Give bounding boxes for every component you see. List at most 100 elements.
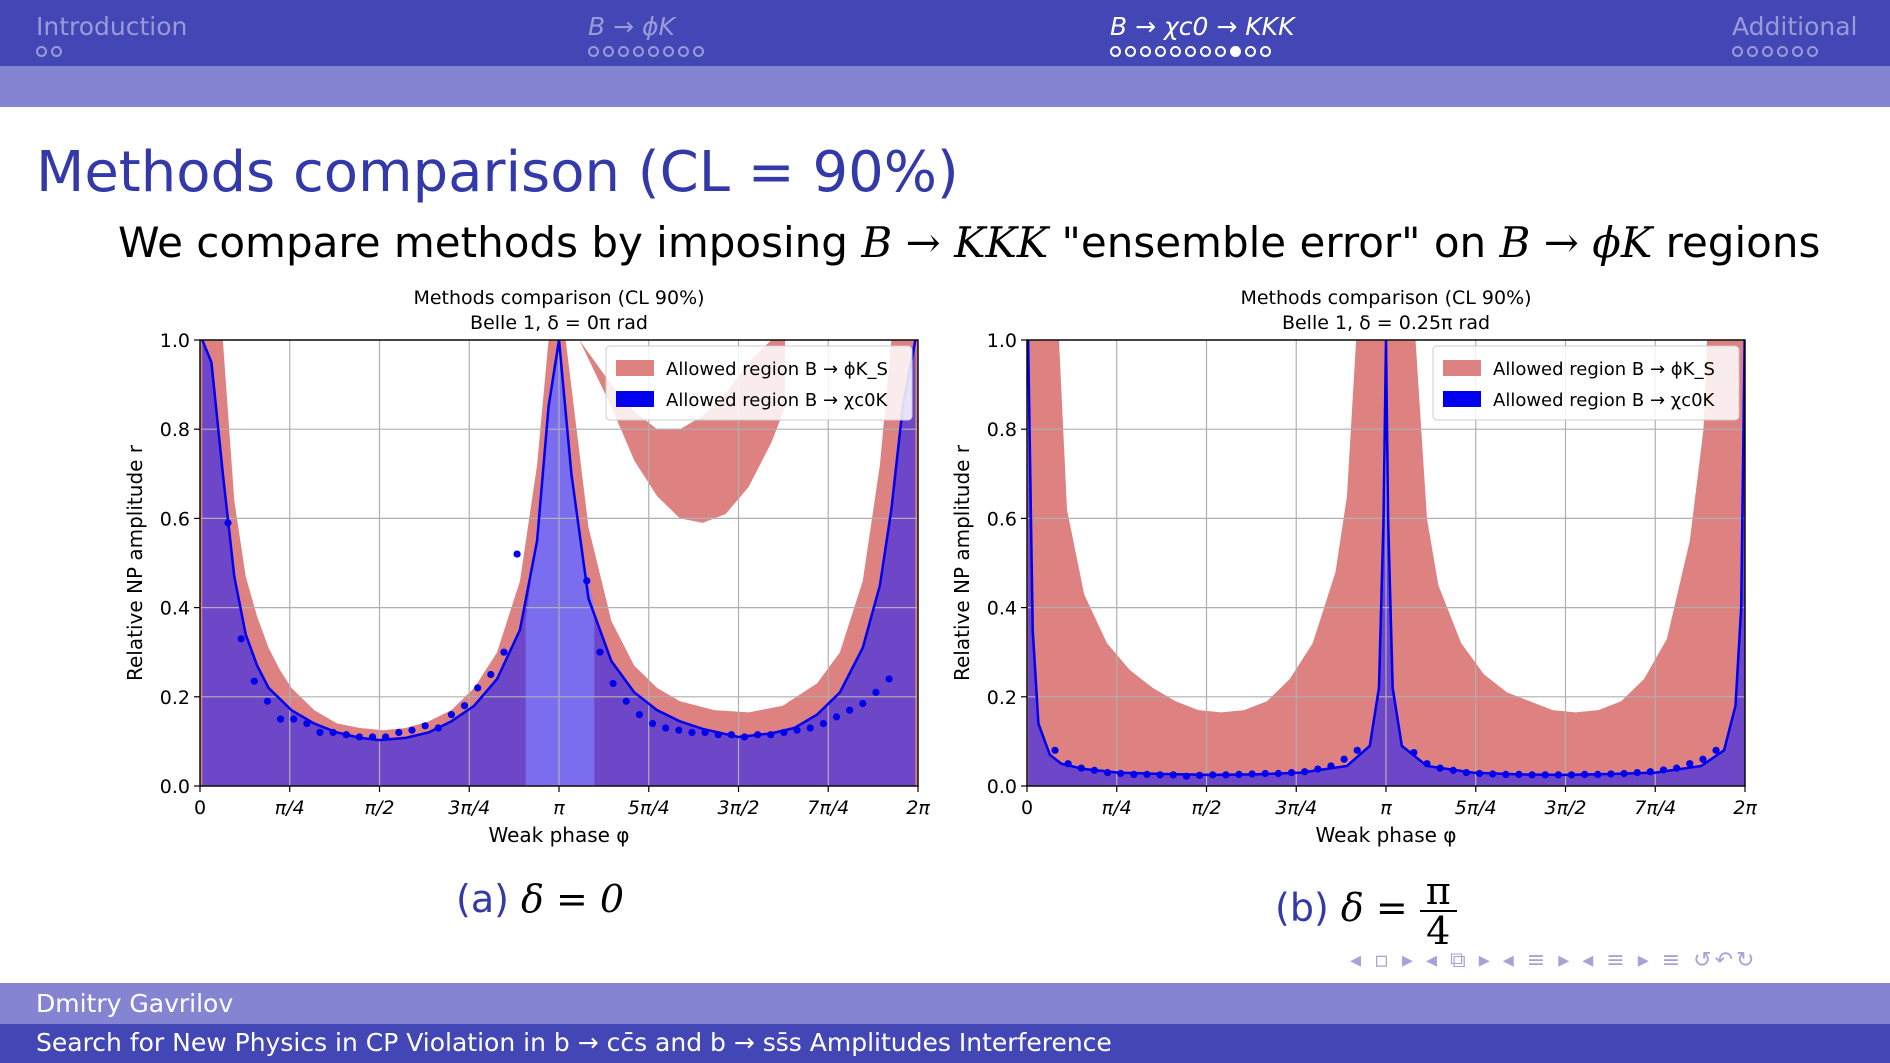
- data-point: [382, 733, 390, 741]
- fraction-pi-over-4: π 4: [1419, 872, 1457, 950]
- chart-delta-0: 0 π/4 π/2 3π/4 π 5π/4 3π/2 7π/4 2π 0.0 0.2 0.4 0.6 0.…: [123, 287, 930, 847]
- data-point: [885, 675, 893, 683]
- data-point: [263, 697, 272, 705]
- x-tick-label: 2π: [1733, 797, 1757, 819]
- nav-dot[interactable]: [1747, 46, 1758, 57]
- data-point: [1235, 770, 1243, 779]
- nav-dots-additional[interactable]: [1732, 46, 1858, 57]
- nav-section-additional[interactable]: Additional: [1732, 12, 1858, 57]
- y-tick-label: 0.2: [987, 687, 1017, 709]
- data-point: [487, 670, 495, 679]
- legend-swatch-chic0: [1443, 391, 1481, 407]
- data-point: [237, 635, 245, 643]
- nav-section-introduction[interactable]: Introduction: [36, 12, 187, 57]
- nav-dot[interactable]: [588, 46, 599, 57]
- caption-a: (a) δ = 0: [456, 877, 625, 921]
- x-tick-label: 7π/4: [807, 797, 849, 819]
- y-tick-label: 1.0: [160, 330, 190, 352]
- legend-swatch-chic0: [616, 391, 654, 407]
- data-point: [1673, 764, 1681, 772]
- nav-dot[interactable]: [1245, 46, 1256, 57]
- nav-dot[interactable]: [36, 46, 47, 57]
- nav-dot[interactable]: [1260, 46, 1271, 57]
- chart-subtitle: Belle 1, δ = 0.25π rad: [1282, 312, 1490, 334]
- data-point: [290, 715, 298, 723]
- nav-dot[interactable]: [663, 46, 674, 57]
- y-tick-label: 0.8: [160, 419, 190, 441]
- nav-dot[interactable]: [1732, 46, 1743, 57]
- data-point: [329, 728, 337, 737]
- data-point: [1195, 771, 1204, 779]
- nav-dot[interactable]: [678, 46, 689, 57]
- data-point: [1502, 770, 1510, 779]
- data-point: [1169, 771, 1177, 779]
- legend-box: [605, 345, 913, 421]
- data-point: [609, 679, 617, 688]
- data-point: [1340, 755, 1348, 763]
- caption-b: (b) δ = π 4: [1275, 872, 1457, 950]
- nav-dot[interactable]: [693, 46, 704, 57]
- data-point: [1436, 764, 1444, 772]
- nav-dot[interactable]: [1170, 46, 1181, 57]
- data-point: [1103, 769, 1112, 777]
- data-point: [1410, 748, 1418, 757]
- legend-swatch-phik: [616, 360, 654, 376]
- data-point: [714, 731, 722, 739]
- nav-dot[interactable]: [603, 46, 614, 57]
- legend-label-chic0: Allowed region B → χc0K: [666, 390, 889, 411]
- data-point: [1287, 769, 1296, 777]
- nav-dot[interactable]: [1185, 46, 1196, 57]
- y-tick-label: 0.6: [987, 508, 1017, 530]
- data-point: [622, 697, 630, 705]
- data-point: [1090, 766, 1099, 774]
- nav-dot[interactable]: [648, 46, 659, 57]
- data-point: [421, 722, 429, 730]
- x-tick-label: π/2: [1192, 797, 1222, 819]
- data-point: [368, 733, 377, 741]
- data-point: [780, 728, 788, 737]
- nav-dot[interactable]: [633, 46, 644, 57]
- data-point: [872, 688, 880, 696]
- data-point: [316, 728, 324, 737]
- nav-dot[interactable]: [1140, 46, 1151, 57]
- nav-dot[interactable]: [1807, 46, 1818, 57]
- legend-label-phik: Allowed region B → ϕK_S: [666, 359, 888, 380]
- header-nav-bar: Introduction B → ϕK B → χc0 → KKK Additi…: [0, 0, 1890, 66]
- chic0-boundary-curve: [201, 340, 917, 742]
- data-point: [1182, 772, 1191, 780]
- data-point: [1314, 765, 1322, 773]
- x-tick-label: 3π/2: [717, 797, 759, 819]
- frame-title: Methods comparison (CL = 90%): [36, 140, 959, 205]
- beamer-navigation-symbols[interactable]: ◂ ▫ ▸ ◂ ⧉ ▸ ◂ ≡ ▸ ◂ ≡ ▸ ≡ ↺↶↻: [1350, 948, 1758, 973]
- nav-dots-introduction[interactable]: [36, 46, 187, 57]
- excluded-region-right: [1415, 340, 1707, 713]
- data-point: [1607, 770, 1615, 778]
- data-point: [1077, 764, 1085, 772]
- data-point: [1686, 760, 1694, 768]
- x-tick-label: π/2: [365, 797, 395, 819]
- chart-subtitle: Belle 1, δ = 0π rad: [470, 312, 648, 334]
- nav-dot[interactable]: [1230, 46, 1241, 57]
- nav-dot[interactable]: [51, 46, 62, 57]
- nav-dots-b-phik[interactable]: [588, 46, 704, 57]
- nav-dot[interactable]: [1777, 46, 1788, 57]
- nav-dot[interactable]: [1792, 46, 1803, 57]
- nav-dot[interactable]: [1125, 46, 1136, 57]
- nav-section-b-chic0-kkk[interactable]: B → χc0 → KKK: [1110, 12, 1294, 57]
- data-point: [1541, 771, 1549, 779]
- data-point: [1462, 769, 1470, 777]
- nav-dots-b-chic0-kkk[interactable]: [1110, 46, 1294, 57]
- nav-dot[interactable]: [618, 46, 629, 57]
- nav-dot[interactable]: [1762, 46, 1773, 57]
- nav-dot[interactable]: [1155, 46, 1166, 57]
- nav-dot[interactable]: [1215, 46, 1226, 57]
- y-tick-label: 0.2: [160, 687, 190, 709]
- data-point: [1130, 770, 1138, 779]
- data-point: [688, 728, 696, 737]
- x-axis-label: Weak phase φ: [1315, 823, 1456, 847]
- legend-label-chic0: Allowed region B → χc0K: [1493, 390, 1716, 411]
- nav-section-b-phik[interactable]: B → ϕK: [588, 12, 704, 57]
- data-point: [1554, 771, 1562, 779]
- nav-dot[interactable]: [1200, 46, 1211, 57]
- nav-dot[interactable]: [1110, 46, 1121, 57]
